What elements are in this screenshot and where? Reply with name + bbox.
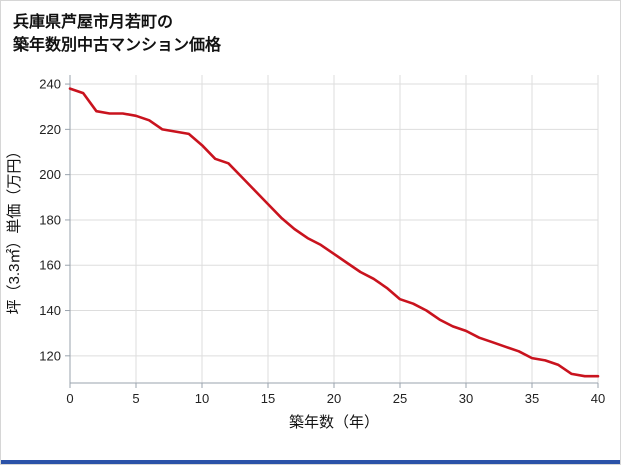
svg-text:20: 20 [327, 391, 341, 406]
svg-text:180: 180 [39, 213, 61, 228]
svg-text:160: 160 [39, 258, 61, 273]
chart-title-line2: 築年数別中古マンション価格 [13, 37, 222, 55]
y-axis-label: 坪（3.3㎡）単価（万円） [6, 144, 23, 315]
chart-canvas: 120 140 160 180 200 220 240 0 5 10 15 20 25 30 35 40 築年数… [6, 75, 605, 431]
footer-accent-bar [1, 460, 620, 464]
y-tick-labels: 120 140 160 180 200 220 240 [39, 77, 61, 364]
x-tick-labels: 0 5 10 15 20 25 30 35 40 [66, 391, 605, 406]
svg-text:35: 35 [525, 391, 539, 406]
line-chart: 120 140 160 180 200 220 240 0 5 10 15 20 25 30 35 40 築年数… [1, 57, 620, 448]
chart-title-line1: 兵庫県芦屋市月若町の [13, 14, 174, 31]
svg-text:0: 0 [66, 391, 73, 406]
svg-text:15: 15 [261, 391, 275, 406]
svg-text:25: 25 [393, 391, 407, 406]
svg-text:10: 10 [195, 391, 209, 406]
svg-text:220: 220 [39, 122, 61, 137]
svg-text:30: 30 [459, 391, 473, 406]
chart-title: 兵庫県芦屋市月若町の 築年数別中古マンション価格 [1, 1, 620, 57]
x-axis-label: 築年数（年） [289, 413, 379, 431]
svg-text:240: 240 [39, 77, 61, 92]
svg-text:140: 140 [39, 303, 61, 318]
svg-text:200: 200 [39, 168, 61, 183]
svg-text:5: 5 [132, 391, 139, 406]
price-line [68, 87, 600, 378]
svg-text:120: 120 [39, 349, 61, 364]
axes [65, 75, 599, 389]
svg-text:40: 40 [591, 391, 605, 406]
